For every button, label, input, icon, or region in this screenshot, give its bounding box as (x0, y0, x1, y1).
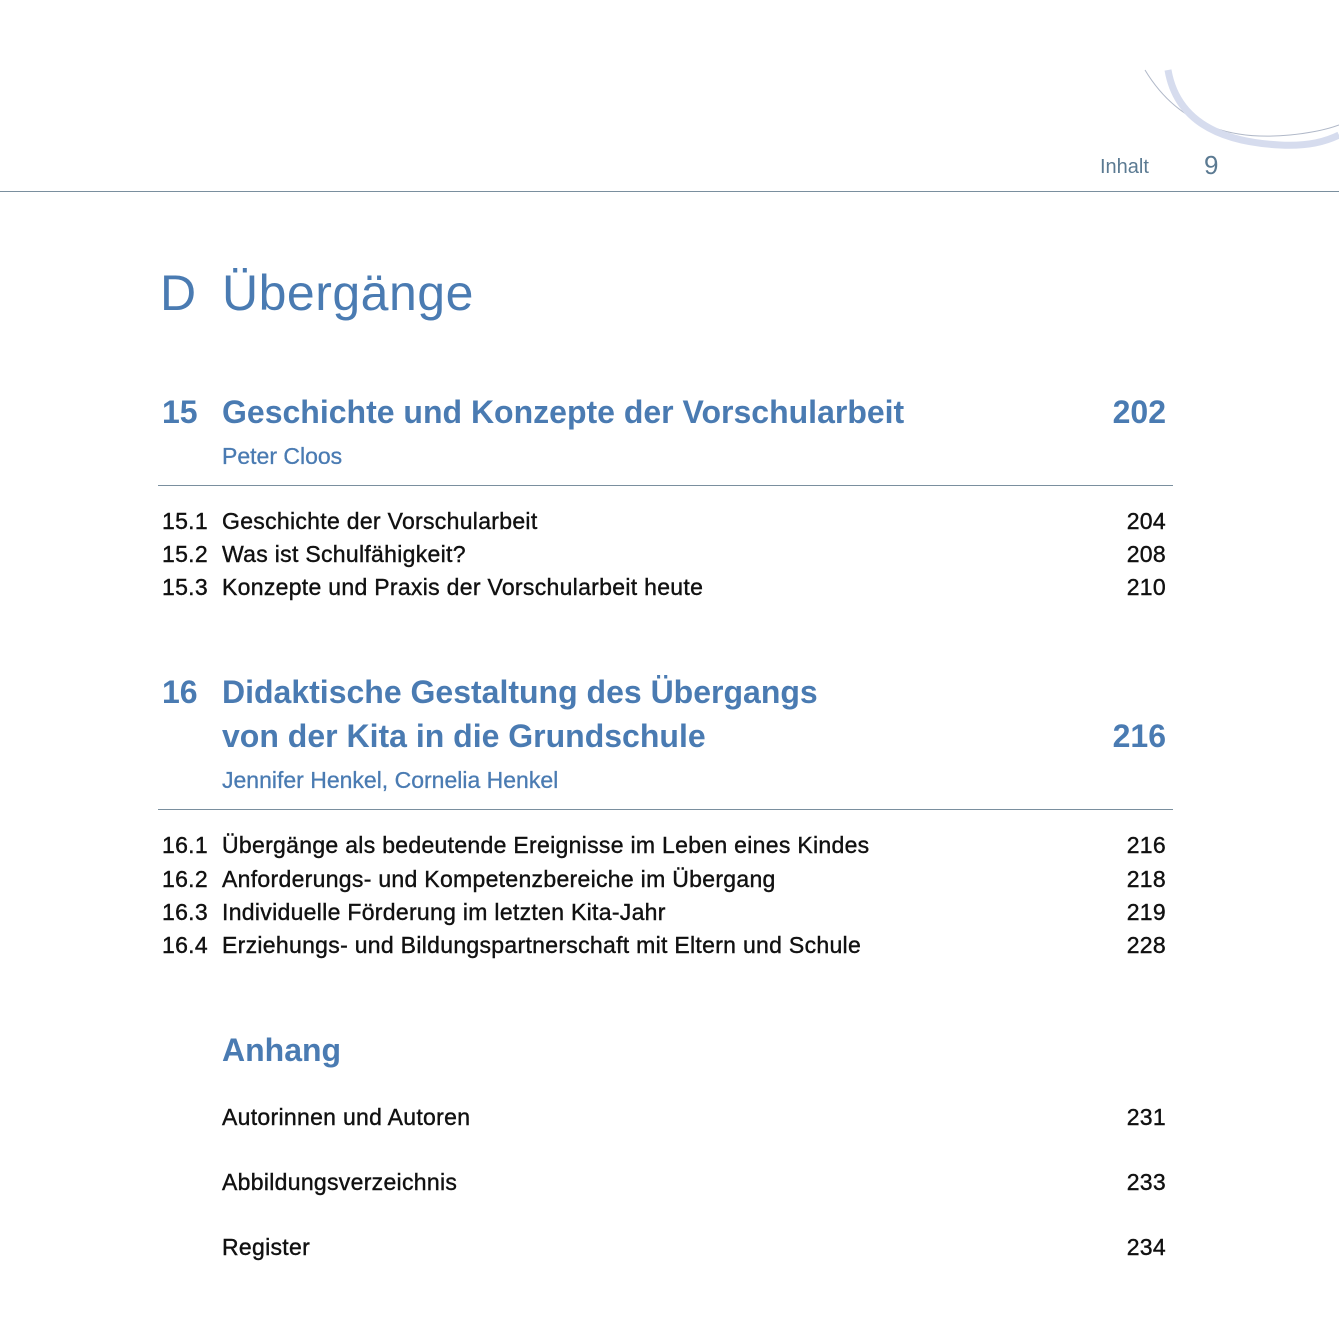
section-page: 228 (1126, 932, 1166, 958)
part-title: Übergänge (222, 265, 474, 321)
section-title[interactable]: Konzepte und Praxis der Vorschularbeit h… (222, 574, 704, 600)
chapter-rule (158, 485, 1173, 486)
chapter-authors: Peter Cloos (222, 443, 343, 469)
chapter-page: 216 (1112, 718, 1166, 754)
section-number: 16.2 (162, 866, 208, 892)
chapter-rule (158, 809, 1173, 810)
appendix-item[interactable]: Autorinnen und Autoren (222, 1104, 471, 1130)
section-title[interactable]: Geschichte der Vorschularbeit (222, 508, 538, 534)
section-number: 15.1 (162, 508, 208, 534)
chapter-title-line-2[interactable]: von der Kita in die Grundschule (222, 718, 706, 754)
appendix-page: 231 (1126, 1104, 1166, 1130)
section-title[interactable]: Übergänge als bedeutende Ereignisse im L… (222, 832, 870, 858)
chapter-title-line-1[interactable]: Didaktische Gestaltung des Übergangs (222, 674, 818, 710)
decorative-arc (1144, 69, 1339, 149)
chapter-number: 16 (162, 674, 198, 710)
chapter-title[interactable]: Geschichte und Konzepte der Vorschularbe… (222, 394, 905, 430)
section-title[interactable]: Individuelle Förderung im letzten Kita-J… (222, 899, 666, 925)
part-letter: D (160, 265, 197, 321)
chapter-page: 202 (1112, 394, 1166, 430)
section-number: 16.4 (162, 932, 208, 958)
section-page: 204 (1126, 508, 1166, 534)
section-number: 16.1 (162, 832, 208, 858)
running-header: Inhalt (1100, 156, 1149, 178)
section-title[interactable]: Was ist Schulfähigkeit? (222, 541, 466, 567)
section-page: 218 (1126, 866, 1166, 892)
chapter-authors: Jennifer Henkel, Cornelia Henkel (222, 767, 559, 793)
section-number: 15.2 (162, 541, 208, 567)
section-title[interactable]: Anforderungs- und Kompetenzbereiche im Ü… (222, 866, 776, 892)
appendix-item[interactable]: Abbildungsverzeichnis (222, 1169, 458, 1195)
appendix-item[interactable]: Register (222, 1234, 311, 1260)
section-page: 219 (1126, 899, 1166, 925)
page-number: 9 (1204, 150, 1219, 180)
appendix-page: 233 (1126, 1169, 1166, 1195)
appendix-title: Anhang (222, 1032, 342, 1068)
header-rule (0, 191, 1339, 192)
section-number: 15.3 (162, 574, 208, 600)
appendix-page: 234 (1126, 1234, 1166, 1260)
section-number: 16.3 (162, 899, 208, 925)
section-page: 208 (1126, 541, 1166, 567)
section-title[interactable]: Erziehungs- und Bildungspartnerschaft mi… (222, 932, 862, 958)
section-page: 216 (1126, 832, 1166, 858)
section-page: 210 (1126, 574, 1166, 600)
chapter-number: 15 (162, 394, 198, 430)
